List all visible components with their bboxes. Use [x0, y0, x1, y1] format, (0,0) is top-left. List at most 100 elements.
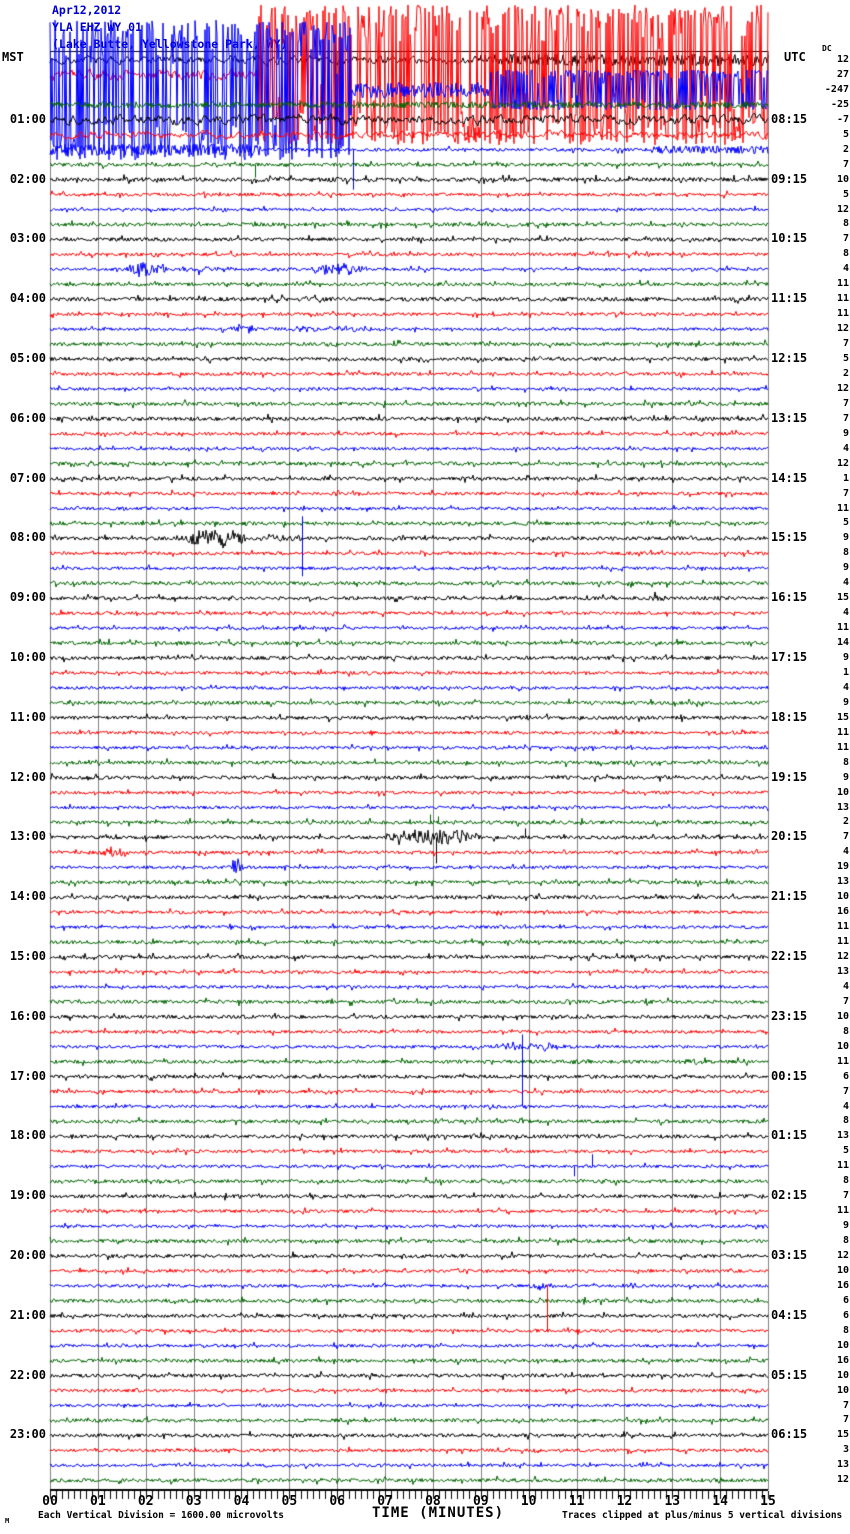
dc-offset-value: 12 [836, 951, 849, 962]
right-time-label: 14:15 [771, 470, 808, 485]
dc-offset-value: 9 [842, 532, 849, 544]
right-time-label: 10:15 [771, 231, 808, 246]
dc-offset-value: 11 [836, 726, 849, 738]
dc-offset-value: 8 [842, 218, 849, 230]
left-time-label: 22:00 [9, 1367, 46, 1382]
dc-offset-value: 8 [842, 1175, 849, 1187]
x-tick-label: 10 [520, 1494, 537, 1509]
right-time-label: 02:15 [771, 1188, 808, 1203]
dc-column-header: DC [822, 44, 832, 53]
dc-offset-value: 9 [842, 771, 849, 783]
x-tick-label: 01 [90, 1494, 106, 1509]
x-tick-label: 13 [664, 1494, 681, 1509]
dc-offset-value: 12 [836, 382, 849, 394]
dc-offset-value: 10 [836, 891, 849, 903]
left-time-label: 15:00 [9, 949, 46, 963]
dc-offset-value: 5 [842, 353, 849, 364]
dc-offset-value: 13 [836, 801, 849, 813]
right-time-label: 23:15 [771, 1008, 808, 1023]
right-time-label: 19:15 [771, 769, 808, 784]
dc-offset-value: 2 [842, 367, 849, 379]
dc-offset-value: 12 [836, 323, 849, 335]
right-timezone-label: UTC [784, 50, 806, 64]
dc-offset-value: 7 [842, 831, 849, 843]
x-axis-title: TIME (MINUTES) [372, 1505, 505, 1521]
dc-offset-value: 14 [836, 637, 849, 649]
left-time-label: 02:00 [9, 171, 46, 186]
dc-offset-value: 7 [842, 487, 849, 499]
left-time-label: 17:00 [9, 1068, 46, 1083]
left-time-label: 07:00 [9, 470, 46, 485]
left-time-label: 10:00 [9, 650, 46, 664]
x-tick-label: 15 [760, 1494, 776, 1509]
x-tick-label: 03 [185, 1494, 202, 1509]
dc-offset-value: 12 [836, 457, 849, 469]
dc-offset-value: 19 [836, 861, 849, 873]
dc-offset-value: 7 [842, 1414, 849, 1426]
dc-offset-value: 10 [836, 1010, 849, 1022]
x-tick-label: 09 [472, 1494, 489, 1509]
left-time-label: 13:00 [9, 829, 46, 844]
left-time-label: 21:00 [9, 1307, 46, 1322]
left-time-label: 11:00 [9, 709, 46, 724]
dc-offset-value: 9 [842, 562, 849, 574]
dc-offset-value: 11 [836, 278, 849, 290]
dc-offset-value: 12 [836, 1250, 849, 1261]
dc-offset-value: 5 [842, 188, 849, 200]
right-time-label: 18:15 [771, 709, 808, 724]
right-time-label: 09:15 [771, 171, 808, 186]
dc-offset-value: 10 [836, 173, 849, 185]
dc-offset-value: 2 [842, 143, 849, 155]
right-time-label: 04:15 [771, 1307, 808, 1322]
x-tick-label: 07 [377, 1494, 393, 1509]
dc-offset-value: 4 [842, 577, 849, 589]
dc-offset-value: 11 [836, 622, 849, 634]
dc-offset-value: 10 [836, 786, 849, 798]
left-time-label: 12:00 [9, 769, 46, 784]
dc-offset-value: 4 [842, 263, 849, 275]
dc-offset-value: 8 [842, 1324, 849, 1336]
dc-offset-value: 10 [836, 1040, 849, 1052]
dc-offset-value: 9 [842, 1220, 849, 1232]
dc-offset-value: 7 [842, 233, 849, 245]
left-time-label: 06:00 [9, 410, 46, 425]
left-time-label: 18:00 [9, 1128, 46, 1143]
right-time-label: 21:15 [771, 889, 808, 904]
left-time-label: 03:00 [9, 231, 46, 246]
dc-offset-value: 4 [842, 846, 849, 858]
dc-offset-value: 8 [842, 756, 849, 768]
dc-offset-value: -7 [836, 113, 849, 125]
right-time-label: 22:15 [771, 949, 808, 963]
dc-offset-value: 9 [842, 696, 849, 708]
dc-offset-value: 13 [836, 876, 849, 888]
dc-offset-value: 8 [842, 547, 849, 559]
dc-offset-value: 11 [836, 741, 849, 753]
dc-offset-value: 7 [842, 158, 849, 170]
left-time-label: 16:00 [9, 1008, 46, 1023]
dc-offset-value: 4 [842, 681, 849, 693]
dc-offset-value: 1 [842, 472, 849, 484]
dc-offset-value: 7 [842, 1190, 849, 1202]
dc-offset-value: 10 [836, 1369, 849, 1381]
dc-offset-value: 8 [842, 1235, 849, 1247]
x-tick-label: 12 [616, 1494, 633, 1509]
dc-offset-value: -25 [830, 98, 849, 110]
left-time-label: 19:00 [9, 1188, 46, 1203]
dc-offset-value: 8 [842, 248, 849, 260]
dc-offset-value: 6 [842, 1309, 849, 1321]
left-time-label: 04:00 [9, 291, 46, 306]
dc-offset-value: 4 [842, 1100, 849, 1112]
clip-note: Traces clipped at plus/minus 5 vertical … [562, 1510, 843, 1521]
dc-offset-value: 6 [842, 1070, 849, 1082]
x-tick-label: 05 [281, 1494, 298, 1509]
dc-offset-value: 10 [836, 1384, 849, 1396]
dc-offset-value: 4 [842, 607, 849, 619]
dc-offset-value: 11 [836, 921, 849, 933]
dc-offset-value: 11 [836, 1055, 849, 1067]
x-tick-label: 14 [712, 1494, 728, 1509]
right-time-label: 03:15 [771, 1248, 808, 1262]
dc-offset-value: 7 [842, 397, 849, 409]
left-time-label: 14:00 [9, 889, 46, 904]
right-time-label: 13:15 [771, 410, 808, 425]
dc-offset-value: 27 [836, 68, 849, 80]
